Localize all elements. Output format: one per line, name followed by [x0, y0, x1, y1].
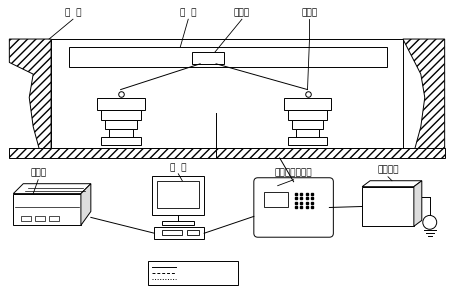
Bar: [192, 52, 224, 64]
Text: 稳压电源: 稳压电源: [377, 166, 399, 175]
Bar: [163, 221, 194, 225]
Text: 打印机: 打印机: [30, 169, 46, 178]
Bar: [288, 137, 327, 145]
Bar: [362, 187, 414, 226]
FancyBboxPatch shape: [254, 178, 333, 237]
Bar: [153, 176, 204, 215]
Text: 接线盒: 接线盒: [234, 9, 250, 18]
Bar: [51, 39, 403, 148]
Bar: [154, 227, 204, 239]
Bar: [69, 47, 387, 67]
Bar: [158, 181, 199, 208]
Bar: [101, 137, 141, 145]
Bar: [291, 120, 323, 129]
Polygon shape: [362, 181, 422, 187]
Bar: [187, 230, 199, 235]
Polygon shape: [414, 181, 422, 226]
Bar: [49, 216, 59, 221]
Text: 称重显示控制器: 称重显示控制器: [275, 169, 312, 178]
Bar: [264, 191, 288, 208]
Circle shape: [423, 215, 437, 229]
Bar: [35, 216, 45, 221]
Text: 微  机: 微 机: [170, 163, 187, 172]
Bar: [163, 230, 182, 235]
Bar: [148, 261, 238, 285]
Bar: [21, 216, 31, 221]
Polygon shape: [13, 184, 91, 194]
Bar: [296, 129, 320, 137]
Bar: [13, 194, 81, 225]
Text: 传感器: 传感器: [301, 9, 317, 18]
Bar: [97, 98, 144, 110]
Bar: [288, 110, 327, 120]
Text: 称  台: 称 台: [180, 9, 197, 18]
Polygon shape: [10, 39, 51, 156]
Bar: [101, 110, 141, 120]
Polygon shape: [81, 184, 91, 225]
Text: 基  础: 基 础: [65, 9, 81, 18]
Polygon shape: [403, 39, 444, 156]
Bar: [105, 120, 137, 129]
Bar: [284, 98, 331, 110]
Bar: [109, 129, 133, 137]
Bar: [10, 148, 444, 158]
